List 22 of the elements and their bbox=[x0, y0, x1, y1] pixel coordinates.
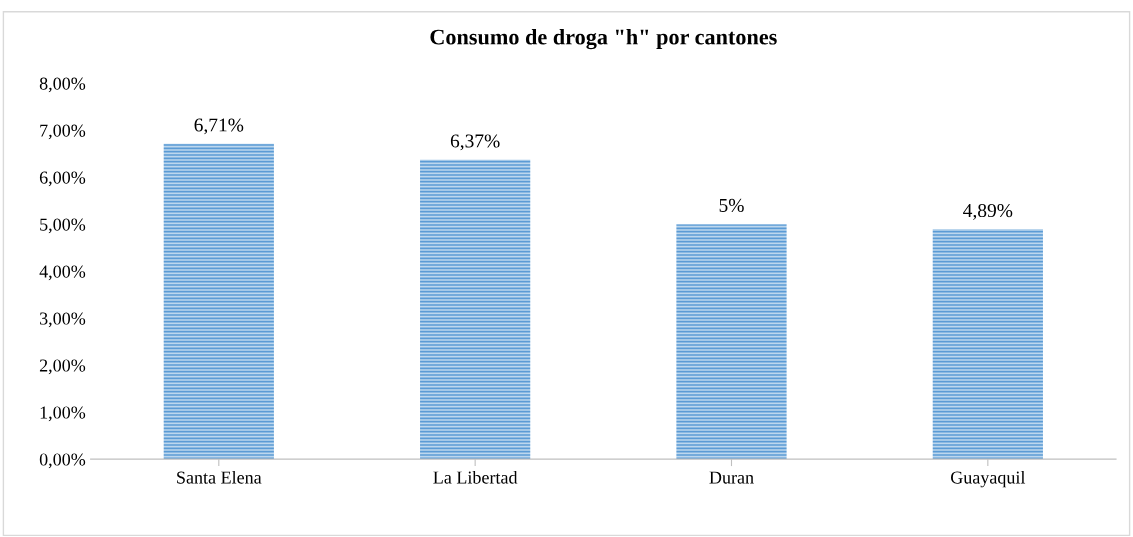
y-tick-label: 0,00% bbox=[39, 453, 86, 469]
y-tick-label: 2,00% bbox=[39, 359, 86, 375]
bar bbox=[676, 224, 787, 460]
bar bbox=[420, 159, 531, 460]
y-tick-label: 1,00% bbox=[40, 406, 86, 422]
x-tick-label: Guayaquil bbox=[950, 470, 1026, 488]
data-label: 4,89% bbox=[963, 203, 1013, 220]
data-label: 5% bbox=[719, 198, 744, 212]
x-tick-label: Duran bbox=[709, 471, 754, 484]
bar bbox=[163, 143, 274, 460]
y-tick-label: 8,00% bbox=[39, 77, 86, 93]
y-tick-label: 4,00% bbox=[39, 265, 86, 281]
chart-title: Consumo de droga "h" por cantones bbox=[430, 28, 777, 50]
x-tick-label: Santa Elena bbox=[177, 470, 262, 484]
data-label: 6,37% bbox=[450, 134, 500, 151]
y-tick-label: 7,00% bbox=[40, 124, 86, 140]
x-tick-label: La Libertad bbox=[433, 470, 518, 484]
y-tick-label: 5,00% bbox=[40, 218, 86, 234]
y-tick-label: 3,00% bbox=[40, 312, 86, 328]
data-label: 6,71% bbox=[194, 118, 244, 135]
y-tick-label: 6,00% bbox=[39, 171, 86, 187]
bar bbox=[932, 229, 1043, 460]
